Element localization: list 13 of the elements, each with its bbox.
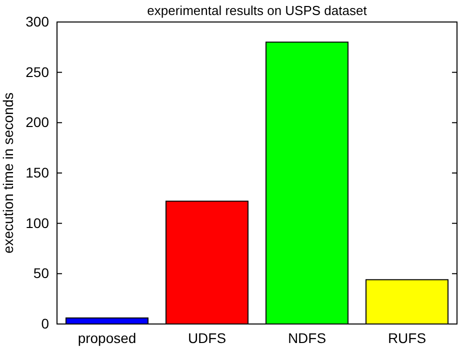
- y-tick-label: 300: [26, 13, 50, 30]
- y-tick-label: 50: [33, 265, 50, 282]
- x-tick-label: NDFS: [288, 330, 326, 346]
- y-tick-label: 150: [26, 164, 50, 180]
- y-tick-label: 250: [26, 64, 50, 80]
- y-tick-label: 200: [26, 114, 50, 130]
- x-tick-label: UDFS: [188, 330, 226, 346]
- chart-title: experimental results on USPS dataset: [147, 3, 368, 18]
- y-tick-label: 100: [26, 214, 50, 231]
- x-tick-label: RUFS: [388, 330, 426, 346]
- x-tick-label: proposed: [78, 330, 136, 346]
- y-tick-label: 0: [41, 315, 50, 332]
- y-axis-title: execution time in seconds: [0, 92, 16, 254]
